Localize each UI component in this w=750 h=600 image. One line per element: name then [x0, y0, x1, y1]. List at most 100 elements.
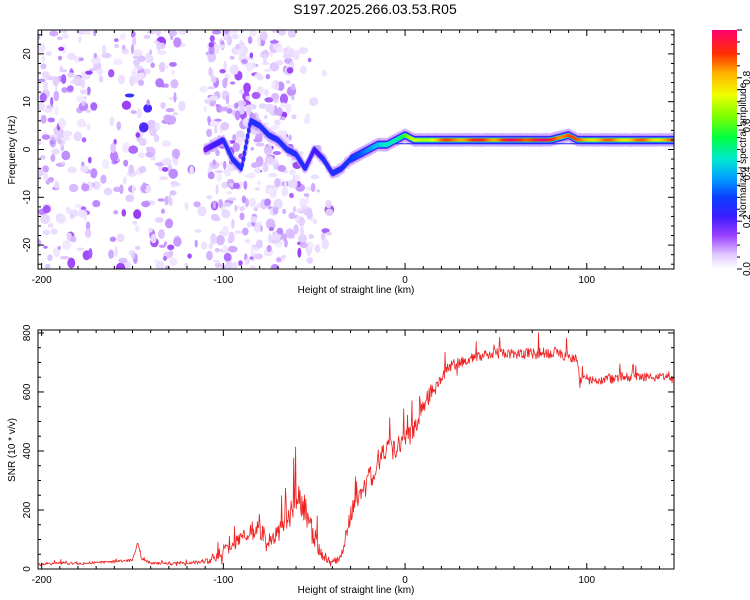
spectrogram-noise-blob: [275, 60, 284, 66]
spectrogram-noise-blob: [209, 120, 220, 127]
colorbar-tick-label: 0.0: [742, 262, 750, 276]
spectrogram-noise-blob: [112, 58, 123, 66]
spectrogram-noise-blob: [193, 201, 201, 208]
x-tick-label: 0: [402, 275, 408, 286]
spectrogram-noise-blob: [307, 249, 311, 257]
spectrogram-noise-blob: [213, 259, 220, 264]
y-tick-label: 600: [22, 383, 33, 400]
spectrogram-noise-blob: [172, 112, 179, 116]
spectrogram-noise-blob: [69, 213, 75, 220]
spectrogram-noise-blob: [214, 247, 220, 253]
spectrogram-noise-blob: [48, 176, 55, 183]
spectrogram-noise-blob: [150, 62, 155, 68]
spectrogram-noise-blob: [167, 244, 175, 251]
spectrogram-noise-blob: [299, 242, 309, 249]
spectrogram-noise-blob: [146, 99, 151, 106]
spectrogram-noise-blob: [172, 182, 181, 187]
spectrogram-noise-blob: [57, 138, 62, 144]
spectrogram-noise-blob: [218, 199, 224, 209]
spectrogram-noise-blob: [259, 31, 268, 41]
ridge-mid: [240, 162, 244, 168]
spectrogram-noise-blob: [85, 70, 93, 75]
spectrogram-noise-blob: [173, 158, 179, 166]
spectrogram-noise-blob: [239, 104, 245, 115]
spectrogram-noise-blob: [206, 194, 213, 200]
spectrogram-noise-blob: [212, 200, 217, 209]
spectrogram-noise-blob: [223, 252, 232, 262]
spectrogram-noise-blob: [80, 165, 89, 173]
spectrogram-noise-blob: [223, 202, 232, 208]
spectrogram-noise-blob: [75, 95, 86, 103]
spectrogram-noise-blob: [164, 64, 169, 69]
spectrogram-noise-blob: [56, 214, 67, 224]
spectrogram-noise-blob: [169, 61, 177, 67]
spectrogram-noise-blob: [168, 96, 179, 101]
spectrogram-noise-blob: [277, 30, 287, 36]
spectrogram-noise-blob: [207, 86, 216, 90]
spectrogram-noise-blob: [252, 61, 256, 69]
spectrogram-noise-blob: [272, 30, 278, 33]
spectrogram-noise-blob: [226, 35, 233, 46]
spectrogram-noise-blob: [235, 43, 241, 50]
spectrogram-noise-blob: [282, 53, 292, 59]
spectrogram-noise-blob: [101, 159, 110, 170]
spectrogram-noise-blob: [69, 235, 77, 243]
spectrogram-noise-blob: [288, 229, 295, 239]
spectrogram-noise-blob: [155, 78, 164, 88]
spectrogram-noise-blob: [113, 38, 119, 43]
spectrogram-noise-blob: [248, 197, 257, 208]
spectrogram-noise-blob: [49, 140, 55, 145]
y-tick-label: 0: [22, 566, 33, 572]
spectrogram-noise-blob: [108, 249, 115, 259]
spectrogram-noise-blob: [309, 97, 319, 107]
spectrogram-noise-blob: [234, 110, 241, 121]
y-tick-label: 10: [22, 96, 33, 108]
spectrogram-noise-blob: [241, 195, 247, 204]
spectrogram-noise-blob: [164, 83, 169, 88]
spectrogram-noise-blob: [299, 65, 307, 74]
spectrogram-noise-blob: [292, 50, 300, 61]
spectrogram-noise-blob: [263, 68, 273, 72]
spectrogram-noise-blob: [209, 35, 215, 42]
spectrogram-noise-blob: [189, 165, 194, 175]
spectrogram-noise-blob: [199, 85, 208, 93]
spectrogram-noise-blob: [85, 30, 91, 36]
spectrogram-noise-blob: [171, 69, 175, 76]
spectrogram-noise-blob: [273, 119, 281, 126]
spectrogram-noise-blob: [145, 151, 154, 158]
spectrogram-noise-blob: [171, 148, 181, 159]
spectrogram-noise-blob: [268, 172, 278, 178]
spectrogram-noise-blob: [123, 159, 129, 167]
spectrogram-noise-blob: [118, 257, 128, 264]
spectrogram-noise-blob: [287, 179, 298, 189]
spectrogram-noise-blob: [56, 36, 63, 41]
ridge-mid: [304, 162, 309, 169]
spectrogram-noise-blob: [149, 126, 157, 137]
spectrogram-noise-blob: [224, 77, 228, 83]
spectrogram-noise-blob: [227, 197, 237, 201]
spectrogram-noise-blob: [137, 152, 145, 159]
spectrogram-y-axis-label: Frequency (Hz): [7, 116, 18, 185]
x-tick-label: -100: [213, 575, 233, 586]
spectrogram-noise-blob: [84, 109, 91, 113]
colorbar: 0.0 0.2 0.4 0.6 0.8 Normalized spectral ampl…: [712, 29, 750, 276]
spectrogram-noise-blob: [291, 94, 295, 101]
spectrogram-noise-blob: [116, 121, 122, 131]
spectrogram-noise-blob: [168, 168, 179, 179]
spectrogram-noise-blob: [60, 161, 66, 165]
spectrogram-noise-blob: [38, 166, 44, 177]
spectrogram-noise-blob: [50, 96, 54, 106]
spectrogram-noise-blob: [222, 225, 229, 237]
figure-title: S197.2025.266.03.53.R05: [293, 1, 457, 17]
spectrogram-noise-blob: [138, 72, 146, 78]
spectrogram-noise-blob: [125, 194, 134, 203]
colorbar-tick-label: 0.6: [742, 118, 750, 132]
spectrogram-noise-blob: [154, 162, 164, 167]
spectrogram-noise-blob: [136, 108, 142, 119]
spectrogram-noise-blob: [158, 244, 166, 248]
spectrogram-noise-blob: [74, 204, 83, 208]
x-tick-label: 100: [578, 275, 595, 286]
spectrogram-noise-blob: [67, 166, 77, 174]
spectrogram-noise-blob: [276, 257, 282, 262]
